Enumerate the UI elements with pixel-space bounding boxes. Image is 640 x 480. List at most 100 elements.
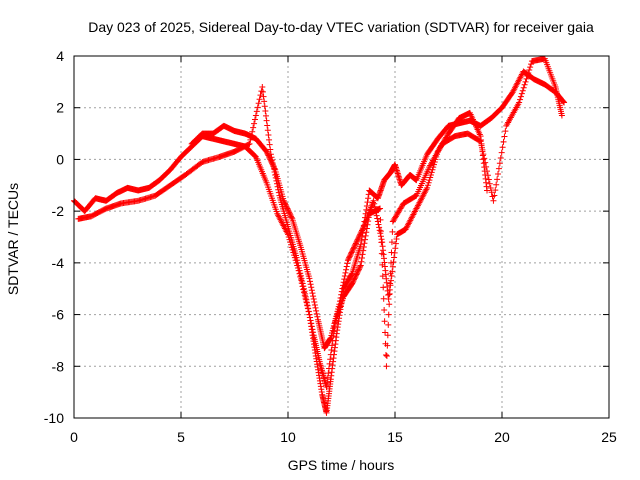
data-point — [282, 201, 289, 208]
data-point — [487, 185, 494, 192]
data-point — [245, 141, 252, 148]
data-point — [259, 88, 266, 95]
data-point — [523, 75, 530, 82]
data-point — [352, 272, 359, 279]
plot-frame — [73, 55, 610, 419]
data-point — [264, 149, 271, 156]
data-point — [353, 271, 360, 278]
data-point — [293, 254, 300, 261]
data-point — [312, 304, 319, 311]
data-point — [360, 243, 367, 250]
data-point — [355, 235, 362, 242]
data-point — [313, 307, 320, 314]
data-point — [284, 205, 291, 212]
data-point — [486, 180, 493, 187]
data-point — [392, 240, 399, 247]
data-point — [362, 232, 369, 239]
data-point — [346, 253, 353, 260]
grid-lines — [74, 56, 609, 418]
data-point — [430, 164, 437, 171]
data-point — [354, 268, 361, 275]
data-point — [252, 112, 259, 119]
data-point — [257, 92, 264, 99]
data-point — [357, 263, 364, 270]
y-tick-label: 2 — [56, 100, 64, 116]
data-point — [360, 224, 367, 231]
data-point — [528, 61, 535, 68]
data-point — [482, 159, 489, 166]
data-point — [305, 308, 312, 315]
data-point — [372, 206, 379, 213]
data-point — [363, 206, 370, 213]
data-point — [517, 93, 524, 100]
data-point — [338, 288, 345, 295]
data-point — [281, 200, 288, 207]
data-point — [391, 249, 398, 256]
data-point — [264, 127, 271, 134]
data-point — [357, 241, 364, 248]
data-point — [425, 179, 432, 186]
data-point — [361, 240, 368, 247]
data-point — [501, 133, 508, 140]
data-point — [361, 222, 368, 229]
data-point — [311, 299, 318, 306]
data-point — [262, 112, 269, 119]
data-point — [384, 342, 391, 349]
data-point — [256, 96, 263, 103]
data-point — [249, 128, 256, 135]
data-point — [325, 370, 332, 377]
data-point — [524, 72, 531, 79]
data-point — [388, 272, 395, 279]
data-point — [324, 374, 331, 381]
data-point — [371, 200, 378, 207]
data-point — [561, 99, 568, 106]
data-point — [306, 275, 313, 282]
data-point — [496, 160, 503, 167]
data-point — [494, 176, 501, 183]
data-point — [264, 122, 271, 129]
data-point — [349, 279, 356, 286]
data-point — [385, 311, 392, 318]
data-point — [382, 352, 389, 359]
data-point — [488, 189, 495, 196]
data-point — [308, 320, 315, 327]
data-point — [499, 144, 506, 151]
data-point — [377, 230, 384, 237]
y-tick-label: 0 — [56, 151, 64, 167]
data-point — [433, 153, 440, 160]
data-point — [251, 116, 258, 123]
data-point — [266, 141, 273, 148]
data-point — [355, 266, 362, 273]
x-tick-label: 10 — [280, 429, 296, 445]
data-point — [340, 279, 347, 286]
data-point — [303, 296, 310, 303]
data-point — [359, 226, 366, 233]
data-point — [304, 302, 311, 309]
data-point — [313, 310, 320, 317]
data-point — [364, 199, 371, 206]
data-point — [498, 149, 505, 156]
data-point — [386, 286, 393, 293]
data-point — [267, 157, 274, 164]
data-point — [388, 277, 395, 284]
data-point — [271, 165, 278, 172]
data-point — [263, 117, 270, 124]
data-point — [385, 296, 392, 303]
data-point — [485, 176, 492, 183]
data-point — [286, 209, 293, 216]
data-point — [336, 301, 343, 308]
data-point — [343, 263, 350, 270]
y-tick-label: -10 — [44, 410, 64, 426]
data-point — [491, 192, 498, 199]
data-point — [299, 280, 306, 287]
data-point — [341, 276, 348, 283]
data-point — [270, 162, 277, 169]
data-point — [365, 195, 372, 202]
data-point — [384, 332, 391, 339]
x-tick-label: 25 — [601, 429, 617, 445]
data-point — [288, 214, 295, 221]
data-point — [328, 347, 335, 354]
data-point — [386, 291, 393, 298]
data-point — [283, 204, 290, 211]
y-tick-label: -6 — [52, 307, 65, 323]
